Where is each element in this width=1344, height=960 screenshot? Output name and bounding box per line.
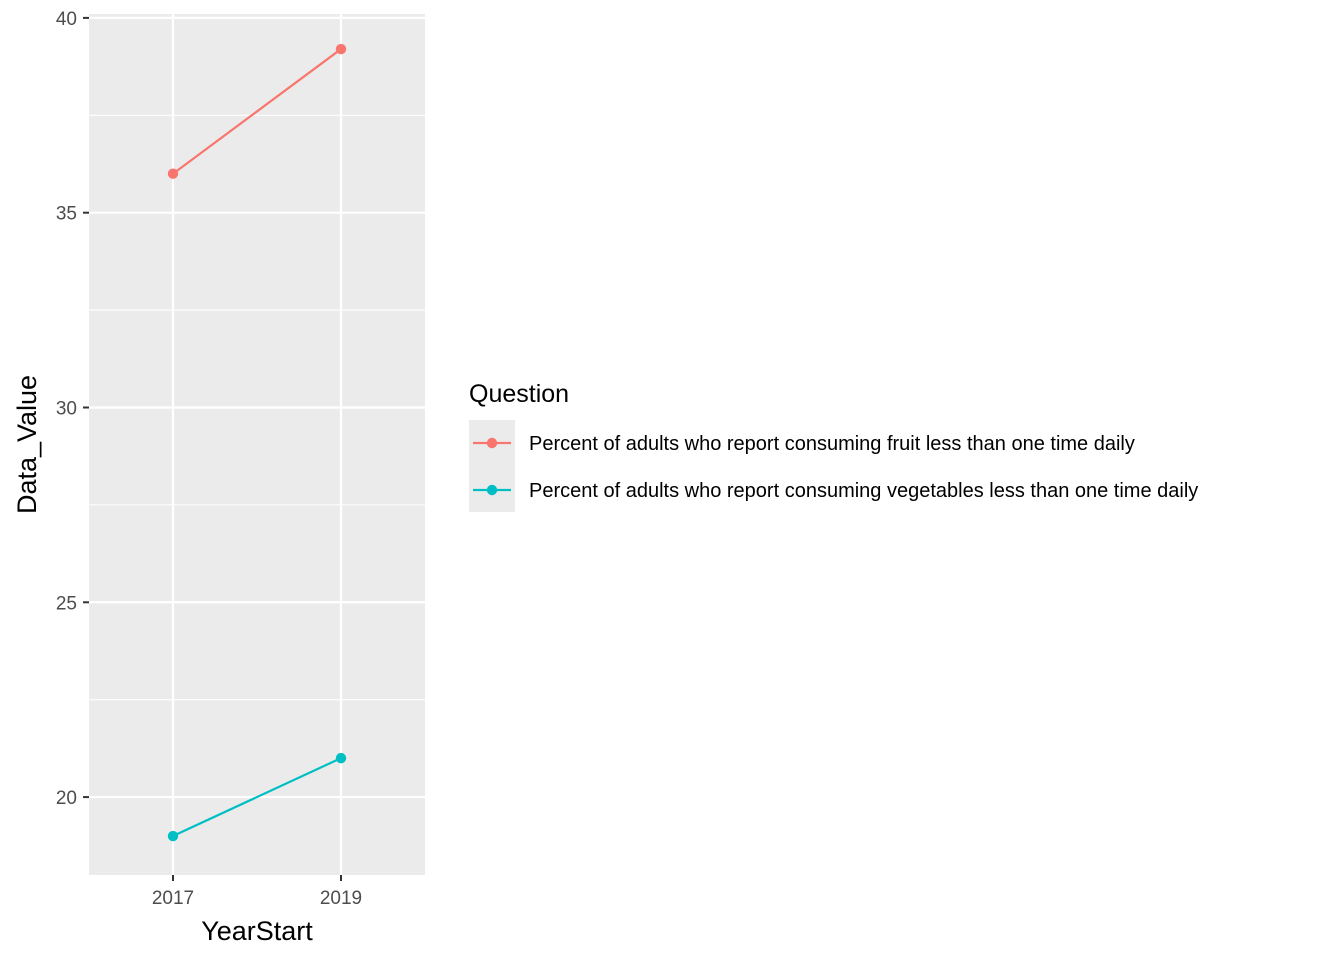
series-line-1 (172, 48, 342, 175)
data-point (167, 168, 179, 179)
data-point (335, 43, 347, 55)
y-tick-label: 25 (56, 593, 77, 614)
y-axis-title: Data_Value (12, 375, 42, 514)
series-line-2 (172, 757, 342, 838)
x-tick-label: 2019 (320, 888, 362, 909)
y-tick-label: 30 (56, 398, 77, 419)
y-axis: 20 25 30 35 40 (56, 9, 89, 809)
data-point (167, 830, 179, 842)
legend-key-point (486, 484, 498, 496)
legend-label: Percent of adults who report consuming f… (529, 433, 1135, 455)
legend-items: Percent of adults who report consuming f… (473, 433, 1198, 502)
series-layer (167, 43, 347, 842)
minor-gridlines (89, 114, 425, 701)
y-tick-label: 35 (56, 204, 77, 225)
y-tick-label: 20 (56, 788, 77, 809)
x-axis: 2017 2019 (152, 875, 362, 909)
legend-keys-background (469, 420, 515, 512)
legend-title: Question (469, 380, 569, 408)
plot-panel (89, 14, 425, 875)
legend-key-point (486, 437, 498, 449)
legend-label: Percent of adults who report consuming v… (529, 480, 1198, 502)
legend: Question Percent of adults who report co… (469, 380, 1198, 512)
x-axis-title: YearStart (201, 916, 313, 946)
x-tick-label: 2017 (152, 888, 194, 909)
data-point (335, 752, 347, 764)
y-tick-label: 40 (56, 9, 77, 30)
